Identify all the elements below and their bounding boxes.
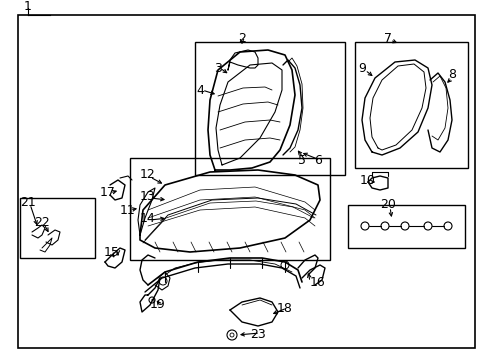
Text: 17: 17 xyxy=(100,185,116,198)
Text: 15: 15 xyxy=(104,246,120,258)
Text: 3: 3 xyxy=(214,62,222,75)
Text: 21: 21 xyxy=(20,195,36,208)
Bar xyxy=(354,42,467,168)
Text: 8: 8 xyxy=(447,68,455,81)
Bar xyxy=(347,205,464,248)
Text: 2: 2 xyxy=(238,31,245,45)
Text: 5: 5 xyxy=(297,153,305,166)
Bar xyxy=(20,198,95,258)
Text: 6: 6 xyxy=(313,153,321,166)
Bar xyxy=(130,158,329,260)
Text: 1: 1 xyxy=(24,0,32,13)
Text: 19: 19 xyxy=(150,298,165,311)
Text: 12: 12 xyxy=(140,168,156,181)
Bar xyxy=(195,42,345,175)
Text: 4: 4 xyxy=(196,84,203,96)
Text: 10: 10 xyxy=(359,174,375,186)
Text: 11: 11 xyxy=(120,203,136,216)
Text: 23: 23 xyxy=(250,328,265,342)
Text: 18: 18 xyxy=(277,302,292,315)
Text: 13: 13 xyxy=(140,189,156,202)
Text: 16: 16 xyxy=(309,275,325,288)
Text: 22: 22 xyxy=(34,216,50,229)
Text: 7: 7 xyxy=(383,31,391,45)
Text: 14: 14 xyxy=(140,211,156,225)
Text: 20: 20 xyxy=(379,198,395,211)
Text: 9: 9 xyxy=(357,62,365,75)
